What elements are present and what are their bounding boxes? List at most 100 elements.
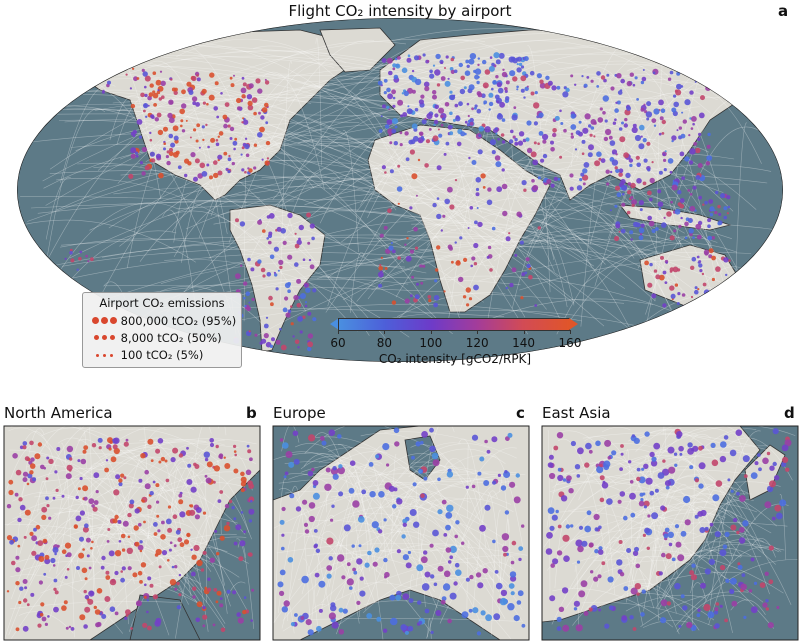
legend-marker-large — [91, 313, 117, 329]
colorbar-tick-mark — [570, 330, 571, 334]
airport-marker — [513, 106, 517, 109]
airport-marker — [178, 499, 184, 505]
flight-route — [655, 547, 752, 609]
airport-marker — [287, 309, 292, 314]
flight-route — [667, 465, 770, 595]
airport-marker — [440, 599, 446, 605]
airport-marker — [495, 161, 502, 168]
airport-marker — [604, 623, 610, 629]
flight-route — [295, 264, 406, 268]
airport-marker — [668, 542, 673, 547]
airport-marker — [620, 78, 625, 84]
airport-marker — [437, 509, 443, 515]
airport-marker — [381, 165, 386, 170]
flight-route — [707, 430, 761, 621]
flight-route — [314, 83, 412, 188]
airport-marker — [264, 80, 270, 85]
airport-marker — [248, 552, 253, 557]
airport-marker — [377, 271, 384, 278]
flight-route — [374, 497, 471, 557]
airport-marker — [105, 459, 109, 462]
airport-marker — [318, 608, 323, 613]
airport-marker — [671, 135, 677, 141]
airport-marker — [326, 565, 333, 571]
airport-marker — [445, 524, 451, 531]
airport-marker — [549, 472, 556, 480]
flight-route — [411, 448, 506, 475]
airport-marker — [576, 185, 583, 191]
airport-marker — [488, 92, 494, 98]
flight-route — [426, 426, 455, 474]
airport-marker — [215, 444, 219, 449]
airport-marker — [303, 522, 309, 528]
airport-marker — [570, 74, 574, 78]
airport-marker — [389, 594, 396, 601]
flight-route — [337, 444, 384, 640]
airport-marker — [330, 602, 336, 608]
airport-marker — [402, 593, 410, 600]
airport-marker — [445, 55, 449, 59]
flight-route — [675, 126, 763, 236]
airport-marker — [692, 236, 695, 239]
airport-marker — [411, 173, 418, 180]
airport-marker — [647, 215, 652, 221]
airport-marker — [657, 201, 664, 207]
airport-marker — [413, 521, 420, 528]
airport-marker — [393, 141, 398, 146]
airport-marker — [443, 152, 447, 156]
flight-route — [20, 196, 697, 260]
airport-marker — [769, 480, 776, 488]
airport-marker — [634, 546, 639, 552]
airport-marker — [545, 75, 550, 81]
flight-route — [72, 529, 96, 585]
airport-marker — [297, 316, 303, 322]
airport-marker — [190, 548, 193, 551]
airport-marker — [429, 69, 433, 74]
airport-marker — [711, 292, 715, 296]
flight-route — [145, 480, 192, 597]
airport-marker — [542, 133, 549, 141]
airport-marker — [750, 472, 758, 479]
flight-route — [367, 226, 503, 300]
airport-marker — [689, 192, 693, 196]
airport-marker — [29, 440, 34, 446]
legend-item-medium: 8,000 tCO₂ (50%) — [91, 330, 222, 346]
airport-marker — [196, 77, 201, 82]
airport-marker — [304, 304, 308, 308]
flight-route — [522, 209, 752, 281]
flight-route — [300, 455, 346, 470]
airport-marker — [588, 144, 594, 151]
airport-marker — [514, 137, 518, 142]
airport-marker — [45, 496, 49, 501]
airport-marker — [386, 57, 393, 64]
airport-marker — [619, 572, 625, 577]
flight-route — [626, 449, 633, 561]
airport-marker — [66, 552, 72, 558]
airport-marker — [223, 525, 231, 532]
flight-route — [21, 219, 196, 263]
airport-marker — [229, 126, 235, 132]
airport-marker — [85, 537, 91, 543]
airport-marker — [560, 122, 564, 125]
airport-marker — [40, 602, 45, 607]
airport-marker — [52, 496, 56, 500]
airport-marker — [632, 123, 637, 128]
airport-marker — [293, 294, 299, 301]
airport-marker — [122, 520, 129, 527]
airport-marker — [629, 230, 634, 235]
airport-marker — [582, 168, 588, 174]
flight-route — [181, 183, 214, 263]
airport-marker — [417, 158, 421, 162]
airport-marker — [127, 566, 132, 571]
airport-marker — [420, 94, 425, 99]
flight-route — [150, 467, 203, 515]
flight-route — [265, 112, 444, 151]
airport-marker — [409, 249, 415, 254]
airport-marker — [609, 140, 616, 146]
airport-marker — [169, 579, 177, 586]
airport-marker — [647, 514, 651, 518]
airport-marker — [241, 168, 245, 172]
airport-marker — [477, 149, 483, 155]
airport-marker — [593, 513, 600, 521]
airport-marker — [294, 232, 297, 235]
